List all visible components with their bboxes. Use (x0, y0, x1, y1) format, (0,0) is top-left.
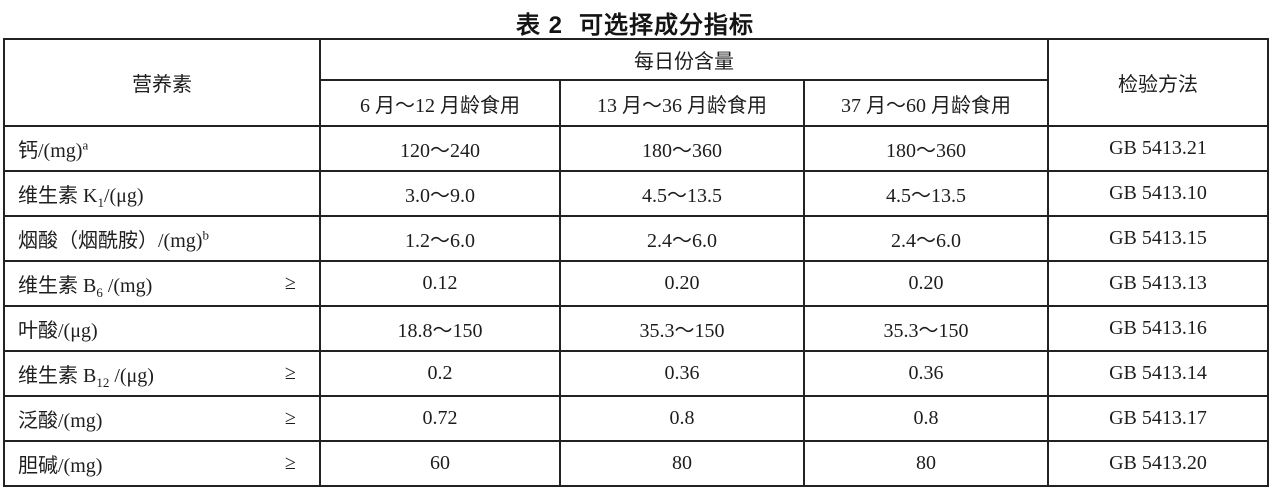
value-cell: 2.4～6.0 (803, 215, 1049, 262)
value-cell: 0.8 (803, 395, 1049, 442)
value-cell: 120～240 (319, 125, 561, 172)
table-row: 维生素 K1/(μg) 3.0～9.0 4.5～13.5 4.5～13.5 GB 541… (3, 170, 1269, 217)
nutrient-name: 胆碱/(mg) (18, 455, 103, 477)
nutrient-cell: 叶酸/(μg) (3, 305, 321, 352)
table-title: 表 2 可选择成分指标 (0, 0, 1270, 39)
value-cell: 4.5～13.5 (803, 170, 1049, 217)
nutrient-cell: 维生素 B12 /(μg) ≥ (3, 350, 321, 397)
value-cell: 35.3～150 (559, 305, 805, 352)
header-age-group-37-60: 37 月～60 月龄食用 (803, 79, 1049, 127)
method-cell: GB 5413.10 (1047, 170, 1269, 217)
value-cell: 0.20 (559, 260, 805, 307)
nutrient-name: 维生素 K1/(μg) (18, 185, 144, 210)
nutrient-cell: 胆碱/(mg) ≥ (3, 440, 321, 487)
value-cell: 0.2 (319, 350, 561, 397)
table-row: 维生素 B6 /(mg) ≥0.12 0.20 0.20 GB 5413.13 (3, 260, 1269, 307)
nutrient-cell: 维生素 B6 /(mg) ≥ (3, 260, 321, 307)
table-body: 钙/(mg)a 120～240 180～360 180～360 GB 5413.21 维生… (3, 125, 1269, 487)
method-cell: GB 5413.17 (1047, 395, 1269, 442)
value-cell: 180～360 (803, 125, 1049, 172)
header-method: 检验方法 (1047, 38, 1269, 127)
nutrient-cell: 烟酸（烟酰胺）/(mg)b (3, 215, 321, 262)
table-row: 泛酸/(mg) ≥0.72 0.8 0.8 GB 5413.17 (3, 395, 1269, 442)
method-cell: GB 5413.14 (1047, 350, 1269, 397)
value-cell: 18.8～150 (319, 305, 561, 352)
value-cell: 35.3～150 (803, 305, 1049, 352)
optional-components-table: 营养素 每日份含量 检验方法 6 月～12 月龄食用 13 月～36 月龄食用 … (3, 38, 1269, 487)
value-cell: 0.72 (319, 395, 561, 442)
value-cell: 0.20 (803, 260, 1049, 307)
nutrient-name: 叶酸/(μg) (18, 320, 98, 342)
value-cell: 2.4～6.0 (559, 215, 805, 262)
value-cell: 60 (319, 440, 561, 487)
nutrient-name: 维生素 B6 /(mg) (18, 275, 153, 300)
nutrient-name: 烟酸（烟酰胺）/(mg)b (18, 227, 209, 252)
table-row: 钙/(mg)a 120～240 180～360 180～360 GB 5413.21 (3, 125, 1269, 172)
greater-equal-symbol: ≥ (285, 407, 296, 429)
greater-equal-symbol: ≥ (285, 272, 296, 294)
value-cell: 3.0～9.0 (319, 170, 561, 217)
method-cell: GB 5413.13 (1047, 260, 1269, 307)
value-cell: 180～360 (559, 125, 805, 172)
header-age-group-13-36: 13 月～36 月龄食用 (559, 79, 805, 127)
table-title-text: 可选择成分指标 (579, 12, 754, 39)
nutrient-cell: 泛酸/(mg) ≥ (3, 395, 321, 442)
table-row: 叶酸/(μg) 18.8～150 35.3～150 35.3～150 GB 5413.1… (3, 305, 1269, 352)
table-row: 维生素 B12 /(μg) ≥0.2 0.36 0.36 GB 5413.14 (3, 350, 1269, 397)
table-row: 烟酸（烟酰胺）/(mg)b 1.2～6.0 2.4～6.0 2.4～6.0 GB 541… (3, 215, 1269, 262)
table-row: 胆碱/(mg) ≥60 80 80 GB 5413.20 (3, 440, 1269, 487)
method-cell: GB 5413.21 (1047, 125, 1269, 172)
value-cell: 80 (803, 440, 1049, 487)
nutrient-name: 钙/(mg)a (18, 137, 89, 162)
value-cell: 4.5～13.5 (559, 170, 805, 217)
method-cell: GB 5413.16 (1047, 305, 1269, 352)
method-cell: GB 5413.20 (1047, 440, 1269, 487)
method-cell: GB 5413.15 (1047, 215, 1269, 262)
value-cell: 80 (559, 440, 805, 487)
value-cell: 0.36 (803, 350, 1049, 397)
value-cell: 0.12 (319, 260, 561, 307)
value-cell: 1.2～6.0 (319, 215, 561, 262)
nutrient-cell: 维生素 K1/(μg) (3, 170, 321, 217)
value-cell: 0.36 (559, 350, 805, 397)
nutrient-name: 维生素 B12 /(μg) (18, 365, 154, 390)
header-age-group-6-12: 6 月～12 月龄食用 (319, 79, 561, 127)
table-title-label: 表 2 (515, 12, 563, 39)
greater-equal-symbol: ≥ (285, 452, 296, 474)
value-cell: 0.8 (559, 395, 805, 442)
header-nutrient: 营养素 (3, 38, 321, 127)
header-daily-content: 每日份含量 (319, 38, 1049, 81)
greater-equal-symbol: ≥ (285, 362, 296, 384)
nutrient-name: 泛酸/(mg) (18, 410, 103, 432)
nutrient-cell: 钙/(mg)a (3, 125, 321, 172)
